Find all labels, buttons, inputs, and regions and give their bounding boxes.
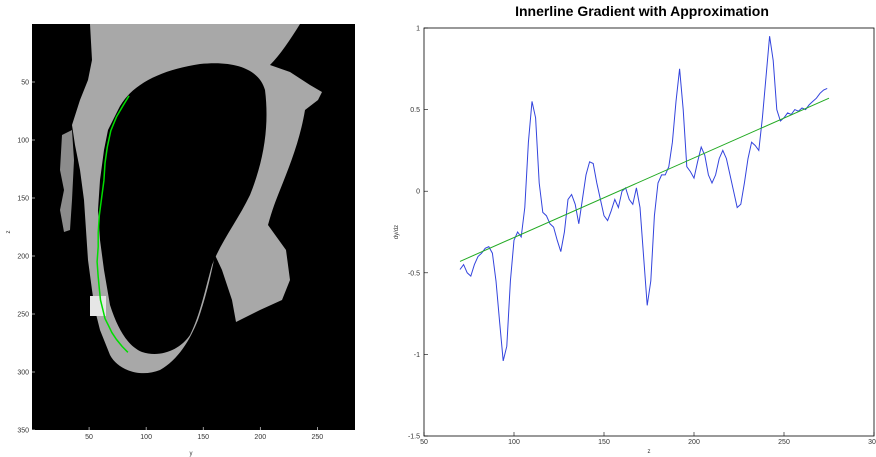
- chart-y-tick-label: -0.5: [408, 270, 420, 277]
- image-y-tick-label: 350: [17, 428, 29, 435]
- image-y-tick-label: 300: [17, 370, 29, 377]
- ct-tissue-left-strip: [60, 130, 74, 232]
- chart-xlabel: z: [648, 449, 651, 455]
- image-y-tick-label: 50: [21, 80, 29, 87]
- approximation-series-line: [459, 97, 830, 262]
- plot-area: [423, 27, 875, 437]
- chart-title: Innerline Gradient with Approximation: [515, 3, 769, 19]
- image-x-tick-label: 200: [254, 434, 266, 441]
- image-y-tick-label: 150: [17, 196, 29, 203]
- chart-ylabel: dy/dz: [394, 225, 400, 239]
- image-x-tick-label: 250: [311, 434, 323, 441]
- image-ylabel: z: [6, 231, 12, 234]
- image-y-tick-label: 250: [17, 312, 29, 319]
- chart-y-tick-label: -1.5: [408, 434, 420, 441]
- chart-x-tick-label: 50: [420, 439, 428, 446]
- image-x-tick-label: 150: [197, 434, 209, 441]
- ct-cavity: [98, 63, 267, 355]
- chart-y-tick-label: 1: [416, 26, 420, 33]
- chart-y-ticks: 1 0.5 0 -0.5 -1 -1.5: [408, 26, 428, 441]
- image-y-ticks: 50 100 150 200 250 300 350: [17, 80, 35, 435]
- ct-image-panel: y z 50 100 150 200 250 50 100 150 200 250 300 350: [6, 24, 355, 457]
- image-x-ticks: 50 100 150 200 250: [85, 427, 323, 441]
- ct-bright-spot: [90, 296, 106, 316]
- chart-x-tick-label: 300: [868, 439, 876, 446]
- gradient-chart-panel: Innerline Gradient with Approximation 50…: [394, 3, 876, 455]
- chart-y-tick-label: -1: [414, 352, 420, 359]
- chart-x-tick-label: 100: [508, 439, 520, 446]
- gradient-series-line: [459, 36, 828, 362]
- chart-x-tick-label: 200: [688, 439, 700, 446]
- image-xlabel: y: [190, 451, 193, 457]
- chart-x-tick-label: 250: [778, 439, 790, 446]
- image-y-tick-label: 200: [17, 254, 29, 261]
- image-x-tick-label: 50: [85, 434, 93, 441]
- image-y-tick-label: 100: [17, 138, 29, 145]
- inner-boundary-line: [96, 95, 130, 353]
- image-x-tick-label: 100: [140, 434, 152, 441]
- chart-x-ticks: 50 100 150 200 250 300: [420, 432, 876, 446]
- chart-y-tick-label: 0.5: [410, 107, 420, 114]
- chart-y-tick-label: 0: [416, 189, 420, 196]
- chart-x-tick-label: 150: [598, 439, 610, 446]
